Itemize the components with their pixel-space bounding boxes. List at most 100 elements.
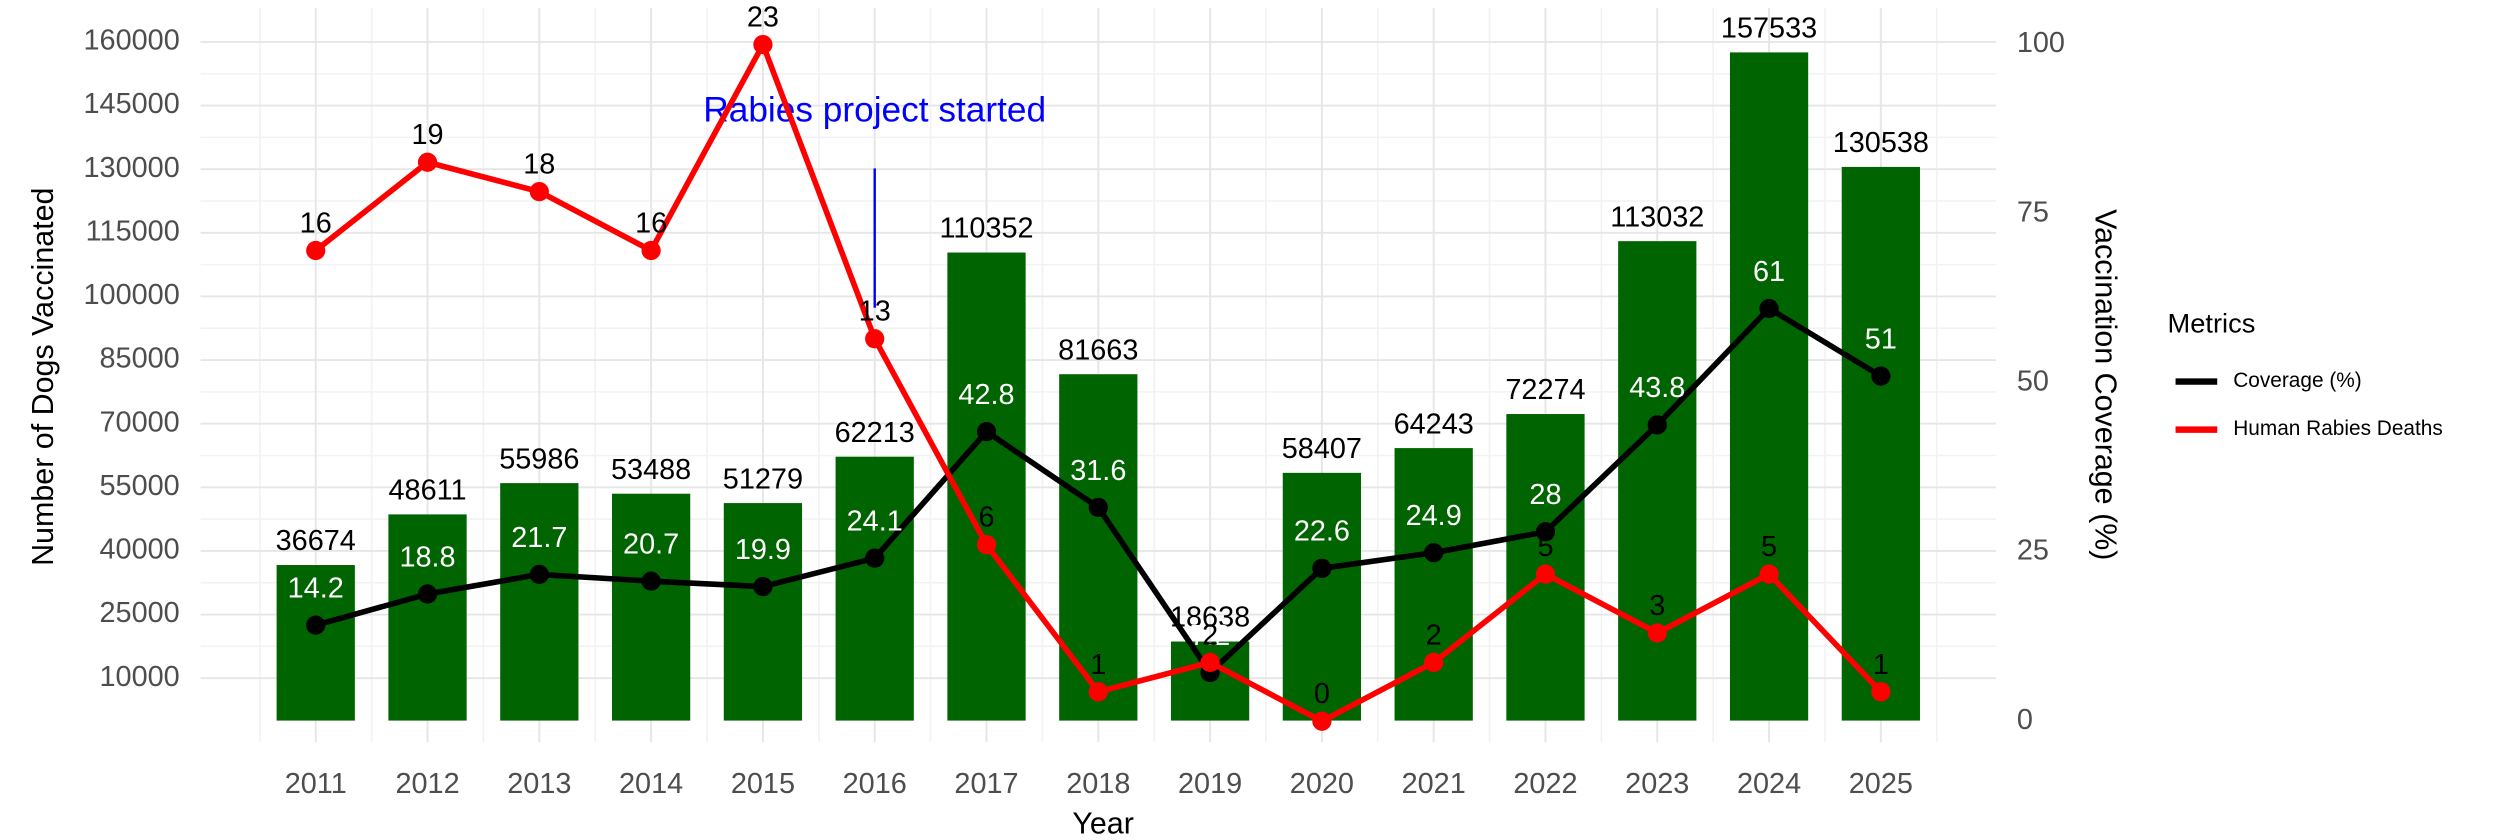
bar — [1841, 166, 1920, 721]
x-tick-label: 2019 — [1178, 768, 1242, 800]
bar-value-label: 53488 — [611, 454, 691, 486]
point — [306, 240, 326, 261]
point-value-label: 2 — [1426, 619, 1442, 651]
bar-value-label: 36674 — [276, 525, 356, 557]
x-tick-label: 2013 — [507, 768, 571, 800]
bar-value-label: 81663 — [1058, 334, 1138, 366]
y-tick-label: 70000 — [100, 406, 180, 438]
bar-value-label: 157533 — [1721, 13, 1817, 45]
point-value-label: 18.8 — [399, 541, 455, 573]
bar-value-label: 130538 — [1833, 127, 1929, 159]
x-tick-label: 2014 — [619, 768, 683, 800]
point-value-label: 5 — [1761, 531, 1777, 563]
point — [1312, 711, 1332, 731]
x-tick-label: 2024 — [1737, 768, 1801, 800]
x-tick-label: 2018 — [1066, 768, 1130, 800]
point-value-label: 5 — [1537, 531, 1553, 563]
y2-axis-title: Vaccination Coverage (%) — [2088, 209, 2122, 560]
point — [976, 421, 997, 442]
point-value-label: 1 — [1873, 649, 1889, 681]
point — [976, 535, 997, 555]
point — [1535, 522, 1556, 542]
point-value-label: 42.8 — [958, 379, 1014, 411]
y-tick-label: 40000 — [100, 534, 180, 566]
point — [1871, 682, 1891, 702]
point-value-label: 23 — [747, 2, 779, 34]
x-tick-label: 2017 — [954, 768, 1018, 800]
point-value-label: 61 — [1753, 256, 1785, 288]
point — [865, 548, 885, 568]
bar-value-label: 51279 — [723, 463, 803, 495]
point — [641, 240, 661, 261]
y2-tick-label: 50 — [2017, 366, 2049, 398]
bar-value-label: 48611 — [388, 475, 466, 507]
point-value-label: 22.6 — [1294, 516, 1350, 548]
y-tick-label: 100000 — [83, 279, 179, 311]
point — [529, 564, 549, 585]
point-value-label: 16 — [300, 207, 332, 239]
y-tick-label: 10000 — [100, 661, 180, 693]
point — [1200, 652, 1220, 673]
bar — [611, 493, 691, 721]
x-tick-label: 2023 — [1625, 768, 1689, 800]
point-value-label: 31.6 — [1070, 455, 1126, 487]
legend-label: Coverage (%) — [2233, 369, 2362, 392]
point-value-label: 43.8 — [1629, 372, 1685, 404]
point-value-label: 14.2 — [288, 573, 344, 605]
point — [865, 329, 885, 349]
y-tick-label: 160000 — [83, 25, 179, 57]
point — [1535, 564, 1556, 584]
x-tick-label: 2025 — [1849, 768, 1913, 800]
bar-value-label: 64243 — [1394, 408, 1474, 440]
bar-value-label: 113032 — [1610, 201, 1704, 233]
point — [417, 152, 438, 172]
y-tick-label: 145000 — [83, 88, 179, 120]
point — [1647, 415, 1667, 435]
bar — [835, 456, 914, 721]
x-tick-label: 2022 — [1513, 768, 1577, 800]
point — [306, 615, 326, 635]
y-tick-label: 115000 — [86, 215, 180, 247]
point-value-label: 20.7 — [623, 529, 679, 561]
point-value-label: 6 — [978, 502, 994, 534]
y2-tick-label: 75 — [2017, 196, 2049, 228]
y-tick-label: 25000 — [100, 597, 180, 629]
bar-value-label: 58407 — [1282, 433, 1362, 465]
point-value-label: 3 — [1649, 590, 1665, 622]
point — [1759, 298, 1779, 319]
y2-tick-label: 0 — [2017, 704, 2033, 736]
point — [529, 182, 549, 202]
bar — [1618, 241, 1697, 721]
x-axis-title: Year — [1072, 807, 1133, 840]
point — [1424, 652, 1444, 673]
point-value-label: 18 — [523, 149, 555, 181]
bar — [388, 514, 467, 721]
point-value-label: 24.9 — [1406, 500, 1462, 532]
y2-tick-label: 25 — [2017, 535, 2049, 567]
y2-tick-label: 100 — [2017, 27, 2065, 59]
bar — [500, 483, 579, 721]
point-value-label: 1 — [1090, 649, 1106, 681]
point-value-label: 21.7 — [511, 522, 567, 554]
bar-value-label: 110352 — [939, 213, 1033, 245]
point-value-label: 13 — [859, 296, 891, 328]
bar — [723, 503, 803, 721]
point-value-label: 28 — [1529, 479, 1561, 511]
point-value-label: 2 — [1202, 619, 1218, 651]
bar-value-label: 72274 — [1505, 374, 1585, 406]
x-tick-label: 2016 — [843, 768, 907, 800]
y-tick-label: 85000 — [100, 343, 180, 375]
x-tick-label: 2021 — [1402, 768, 1466, 800]
x-tick-label: 2020 — [1290, 768, 1354, 800]
bar — [276, 565, 355, 721]
point-value-label: 24.1 — [847, 506, 903, 538]
point-value-label: 7.2 — [1190, 620, 1230, 652]
point-value-label: 51 — [1865, 323, 1897, 355]
point — [1312, 558, 1332, 578]
point — [417, 584, 438, 604]
legend-label: Human Rabies Deaths — [2233, 417, 2443, 440]
point-value-label: 19.9 — [735, 534, 791, 566]
x-tick-label: 2015 — [731, 768, 795, 800]
bar — [1282, 472, 1362, 721]
